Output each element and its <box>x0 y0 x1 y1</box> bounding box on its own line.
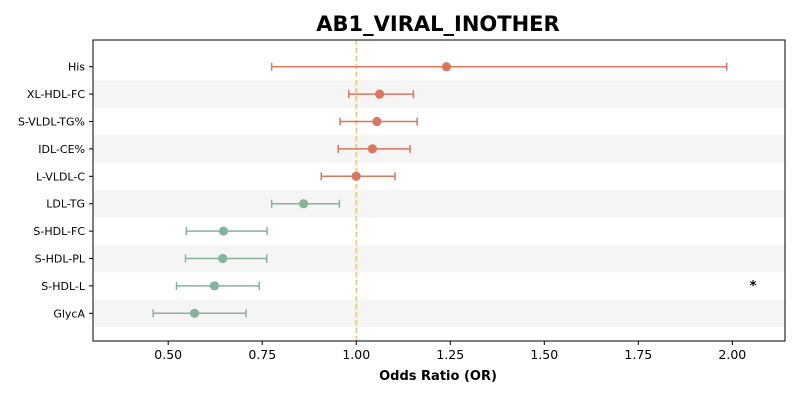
y-tick-label: S-HDL-PL <box>35 253 86 266</box>
row-bands <box>93 80 785 327</box>
annotations: * <box>750 279 757 294</box>
y-tick-label: S-HDL-L <box>41 280 86 293</box>
x-axis-label: Odds Ratio (OR) <box>379 369 497 384</box>
y-tick-label: GlycA <box>53 307 85 320</box>
y-tick-label: His <box>68 61 85 74</box>
point-estimate <box>367 144 378 154</box>
y-tick-label: XL-HDL-FC <box>27 88 85 101</box>
point-estimate <box>209 281 220 291</box>
y-tick-label: S-HDL-FC <box>33 225 85 238</box>
y-tick-label: L-VLDL-C <box>36 170 85 183</box>
x-tick-label: 1.00 <box>342 347 370 362</box>
row-band <box>93 190 785 218</box>
point-estimate <box>351 171 361 181</box>
point-estimate <box>218 226 229 236</box>
row-band <box>93 80 785 108</box>
plot-frame <box>92 39 786 342</box>
x-tick-label: 1.25 <box>436 347 464 362</box>
point-estimate <box>299 199 309 209</box>
y-tick-label: IDL-CE% <box>38 143 85 156</box>
point-estimate <box>374 89 385 99</box>
point-estimate <box>189 308 200 318</box>
point-estimate <box>372 116 382 127</box>
x-tick-label: 1.75 <box>624 347 652 362</box>
chart-title: AB1_VIRAL_INOTHER <box>316 12 559 36</box>
y-tick-label: LDL-TG <box>46 198 85 211</box>
row-band <box>93 135 785 163</box>
x-tick-label: 0.75 <box>248 347 276 362</box>
x-axis-ticks: 0.50 0.75 1.00 1.25 1.50 1.75 2.00 <box>154 341 746 362</box>
significance-marker: * <box>750 279 757 294</box>
y-tick-label: S-VLDL-TG% <box>18 116 85 129</box>
x-tick-label: 1.50 <box>530 347 558 362</box>
point-estimate <box>218 253 228 264</box>
y-axis-ticks: His XL-HDL-FC S-VLDL-TG% IDL-CE% L-VLDL-C LDL… <box>18 61 93 320</box>
x-tick-label: 0.50 <box>154 347 182 362</box>
data-marks <box>152 62 728 318</box>
point-estimate <box>441 62 452 72</box>
x-tick-label: 2.00 <box>718 347 746 362</box>
